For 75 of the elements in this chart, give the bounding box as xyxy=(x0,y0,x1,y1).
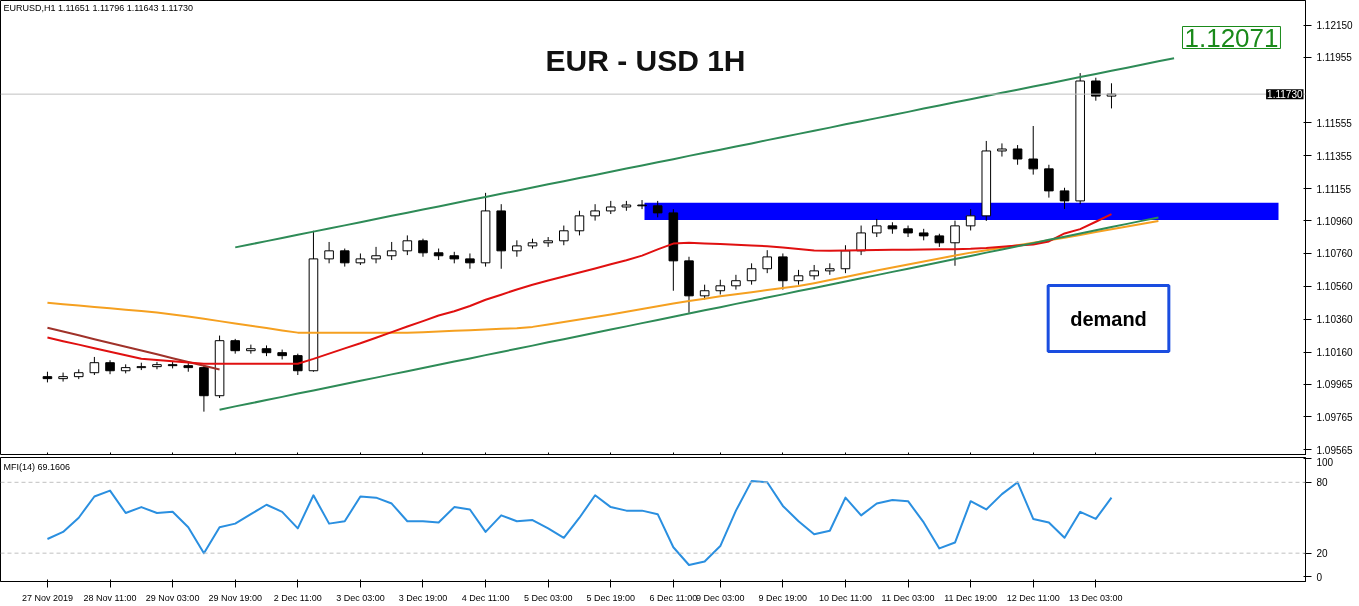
candlestick xyxy=(1044,164,1054,199)
candlestick xyxy=(339,248,350,268)
candlestick xyxy=(1059,187,1070,210)
y-tick-label: 1.11555 xyxy=(1316,117,1353,129)
x-tick-label: 27 Nov 2019 xyxy=(21,592,73,603)
y-tick-label: 1.10160 xyxy=(1316,347,1354,359)
candlestick xyxy=(871,218,882,238)
candlestick xyxy=(371,246,381,264)
chart-subtitle: EURUSD,H1 1.11651 1.11796 1.11643 1.11730 xyxy=(3,2,193,13)
candlestick xyxy=(762,249,773,274)
candlestick xyxy=(950,220,960,267)
x-tick-label: 3 Dec 03:00 xyxy=(336,592,385,603)
y-tick-label: 1.10960 xyxy=(1316,215,1354,227)
candlestick xyxy=(997,142,1007,158)
y-tick-label: 0 xyxy=(1316,571,1323,583)
y-tick-label: 1.10760 xyxy=(1316,248,1354,260)
line-series xyxy=(46,326,221,371)
y-tick-label: 100 xyxy=(1316,456,1334,468)
candlestick xyxy=(465,252,475,270)
candlestick xyxy=(324,241,334,264)
candlestick xyxy=(574,210,585,236)
candlestick xyxy=(637,199,647,210)
x-tick-label: 4 Dec 11:00 xyxy=(461,592,510,603)
candlestick xyxy=(152,361,162,370)
y-tick-label: 20 xyxy=(1316,548,1329,560)
candlestick xyxy=(778,252,788,291)
chart-title: MFI(14) 69.1606 xyxy=(3,461,71,472)
y-tick-label: 1.11355 xyxy=(1316,150,1353,162)
candlestick xyxy=(89,356,100,376)
candlestick xyxy=(512,239,522,258)
candlestick xyxy=(1012,144,1023,166)
candlestick xyxy=(559,225,569,246)
y-tick-label: 1.11955 xyxy=(1316,52,1353,64)
y-tick-label: 1.09565 xyxy=(1316,444,1354,456)
x-tick-label: 13 Dec 03:00 xyxy=(1069,592,1123,603)
x-tick-label: 12 Dec 11:00 xyxy=(1006,592,1060,603)
y-tick-label: 1.09765 xyxy=(1316,411,1354,423)
y-tick-label: 1.11155 xyxy=(1316,183,1352,195)
candlestick xyxy=(746,262,757,286)
x-tick-label: 10 Dec 11:00 xyxy=(819,592,872,603)
x-tick-label: 5 Dec 03:00 xyxy=(523,592,573,603)
x-tick-label: 11 Dec 19:00 xyxy=(944,592,998,603)
candlestick xyxy=(418,238,428,258)
y-tick-label: 1.12150 xyxy=(1316,20,1354,32)
x-tick-label: 11 Dec 03:00 xyxy=(881,592,935,603)
candlestick xyxy=(1028,125,1039,176)
x-tick-label: 2 Dec 11:00 xyxy=(273,592,322,603)
annotation: 1.12071 xyxy=(1184,22,1279,53)
candlestick xyxy=(402,234,413,256)
candlestick xyxy=(856,225,866,256)
y-tick-label: 1.10360 xyxy=(1316,314,1354,326)
y-tick-label: 80 xyxy=(1316,477,1329,489)
candlestick xyxy=(903,225,913,238)
x-tick-label: 6 Dec 11:00 xyxy=(649,592,698,603)
x-tick-label: 28 Nov 11:00 xyxy=(83,592,137,603)
candlestick xyxy=(58,372,68,383)
candlestick xyxy=(965,208,976,231)
annotation: demand xyxy=(1070,307,1147,330)
y-tick-label: 1.09965 xyxy=(1316,379,1354,391)
candlestick xyxy=(590,203,600,222)
x-tick-label: 9 Dec 19:00 xyxy=(758,592,808,603)
ref-line-label: 1.11730 xyxy=(1267,89,1303,101)
line-series xyxy=(218,216,1160,411)
line-series xyxy=(46,219,1160,334)
x-tick-label: 29 Nov 19:00 xyxy=(208,592,262,603)
y-tick-label: 1.10560 xyxy=(1316,281,1354,293)
candlestick xyxy=(246,344,256,355)
text: EUR - USD 1H xyxy=(545,44,746,77)
x-tick-label: 29 Nov 03:00 xyxy=(145,592,200,603)
candlestick xyxy=(731,274,741,291)
x-tick-label: 3 Dec 19:00 xyxy=(398,592,448,603)
x-tick-label: 9 Dec 03:00 xyxy=(696,592,745,603)
line-series xyxy=(46,480,1113,566)
x-tick-label: 5 Dec 19:00 xyxy=(586,592,636,603)
candlestick xyxy=(386,241,397,261)
